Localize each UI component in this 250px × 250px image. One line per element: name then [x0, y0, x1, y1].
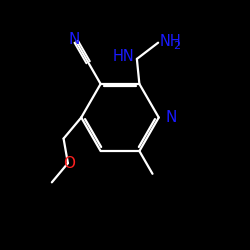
Text: O: O: [63, 156, 75, 171]
Text: N: N: [68, 32, 80, 47]
Text: NH: NH: [160, 34, 181, 49]
Text: HN: HN: [112, 50, 134, 64]
Text: N: N: [166, 110, 177, 125]
Text: 2: 2: [173, 41, 180, 51]
